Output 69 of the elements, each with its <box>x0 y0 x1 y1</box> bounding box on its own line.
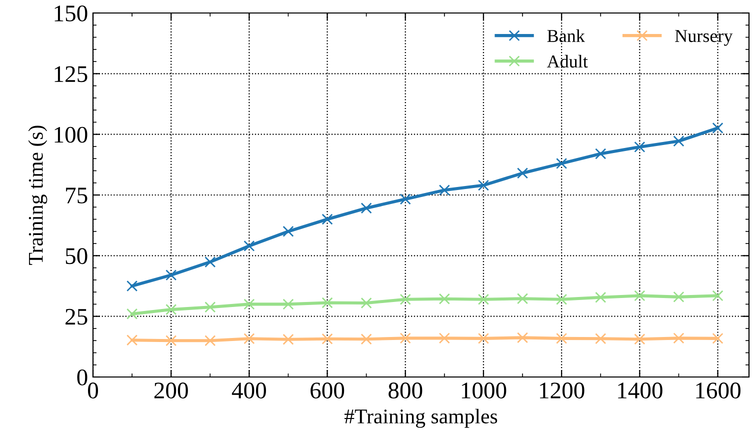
point <box>204 256 216 268</box>
x-tick-label: 1000 <box>462 382 506 398</box>
legend-label: Adult <box>546 54 588 68</box>
point <box>282 298 294 310</box>
point <box>556 294 568 305</box>
x-tick-label: 600 <box>310 382 344 398</box>
point <box>244 240 255 252</box>
point <box>126 280 138 292</box>
point <box>556 158 568 170</box>
x-axis-title: #Training samples <box>344 408 498 428</box>
point <box>360 297 372 309</box>
point <box>166 335 177 346</box>
point <box>516 293 528 304</box>
point <box>166 304 177 316</box>
point <box>712 122 724 134</box>
legend-label: Bank <box>547 29 585 42</box>
point <box>166 270 177 281</box>
point <box>244 298 255 310</box>
point <box>712 332 724 344</box>
legend-label: Nursery <box>675 30 733 46</box>
y-tick-label: 25 <box>66 308 88 325</box>
x-tick-label: 200 <box>154 382 188 398</box>
x-tick-label: 1400 <box>618 382 662 398</box>
x-tick-label: 0 <box>88 382 98 398</box>
point <box>712 290 724 302</box>
point <box>556 332 568 344</box>
y-tick-label: 150 <box>54 5 88 22</box>
point <box>282 226 294 237</box>
point <box>595 148 606 160</box>
y-tick-label: 100 <box>54 126 88 143</box>
point <box>438 293 450 304</box>
point <box>360 334 372 345</box>
point <box>478 332 490 344</box>
point <box>322 214 333 225</box>
point <box>438 184 450 196</box>
point <box>204 302 216 313</box>
point <box>634 141 646 153</box>
point <box>282 334 294 345</box>
point <box>360 202 372 214</box>
x-tick-label: 1600 <box>696 382 740 398</box>
x-tick-label: 800 <box>388 382 422 398</box>
point <box>634 334 646 345</box>
y-tick-label: 50 <box>66 248 88 264</box>
point <box>244 333 255 344</box>
point <box>673 136 684 147</box>
point <box>516 168 528 179</box>
point <box>595 292 606 303</box>
point <box>595 333 606 344</box>
x-tick-label: 400 <box>232 382 266 398</box>
y-tick-label: 0 <box>77 369 88 386</box>
y-tick-label: 75 <box>66 188 88 204</box>
point <box>400 294 411 305</box>
point <box>516 332 528 344</box>
point <box>126 334 138 346</box>
point <box>478 294 490 305</box>
point <box>204 335 216 346</box>
point <box>322 297 333 308</box>
point <box>673 332 684 344</box>
point <box>634 290 646 302</box>
point <box>673 291 684 302</box>
y-axis-title: Training time (s) <box>28 126 48 265</box>
x-tick-label: 1200 <box>540 382 584 398</box>
y-tick-label: 125 <box>54 66 88 82</box>
point <box>322 333 333 344</box>
point <box>478 180 490 191</box>
point <box>400 332 411 344</box>
point <box>438 332 450 344</box>
point <box>400 194 411 205</box>
point <box>126 308 138 320</box>
